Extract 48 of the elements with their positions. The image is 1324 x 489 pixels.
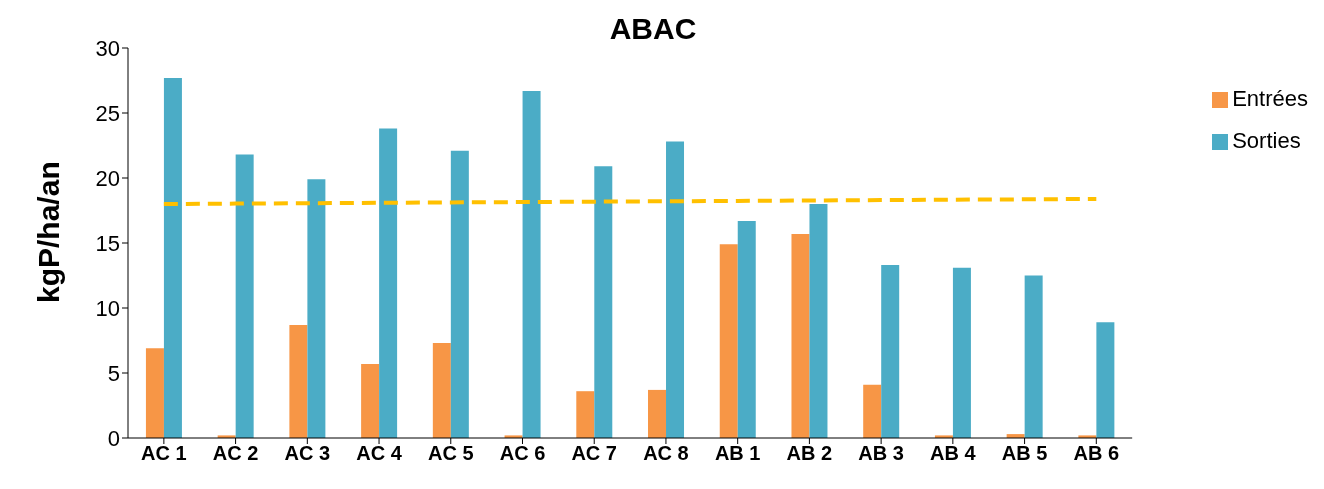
x-tick-label: AC 4 [356, 442, 403, 465]
x-tick-label: AC 1 [141, 442, 187, 465]
x-tick-label: AC 3 [284, 442, 331, 465]
bar [163, 77, 182, 438]
x-tick-label: AC 5 [427, 442, 474, 465]
bar [235, 154, 254, 438]
bar [881, 265, 900, 438]
x-tick-label: AB 4 [930, 442, 977, 465]
bar [594, 166, 613, 438]
bar [576, 391, 595, 438]
bar [952, 267, 971, 438]
bar [450, 150, 469, 438]
x-tick-label: AB 2 [786, 442, 833, 465]
y-tick-label: 20 [95, 165, 120, 191]
bar [522, 90, 541, 438]
y-tick-label: 15 [95, 230, 120, 256]
y-tick-label: 5 [107, 360, 120, 386]
bar [1096, 322, 1115, 438]
y-tick-label: 30 [95, 35, 120, 61]
bar [809, 204, 828, 438]
y-tick-label: 25 [95, 100, 120, 126]
bar [361, 363, 380, 438]
x-tick-label: AB 3 [858, 442, 904, 465]
bar [648, 389, 667, 438]
y-tick-label: 10 [95, 295, 120, 321]
bar [289, 324, 308, 438]
bar [379, 128, 398, 438]
x-tick-label: AB 1 [714, 442, 761, 465]
bar [307, 179, 326, 438]
bar [719, 244, 738, 438]
y-axis-title: kgP/ha/an [31, 161, 65, 303]
x-tick-label: AC 2 [212, 442, 259, 465]
chart-title: ABAC [609, 12, 697, 45]
bar [145, 348, 164, 438]
bar [1024, 275, 1043, 438]
bar [432, 343, 451, 438]
x-tick-label: AC 8 [643, 442, 689, 465]
bar [666, 141, 685, 438]
bar [791, 233, 810, 438]
legend-label: Sorties [1232, 128, 1301, 153]
y-tick-label: 0 [107, 425, 120, 451]
x-tick-label: AB 6 [1073, 442, 1120, 465]
bar [863, 384, 882, 438]
legend-label: Entrées [1232, 86, 1308, 111]
x-tick-label: AB 5 [1001, 442, 1048, 465]
x-tick-label: AC 6 [499, 442, 546, 465]
bar [737, 220, 756, 438]
x-tick-label: AC 7 [571, 442, 618, 465]
